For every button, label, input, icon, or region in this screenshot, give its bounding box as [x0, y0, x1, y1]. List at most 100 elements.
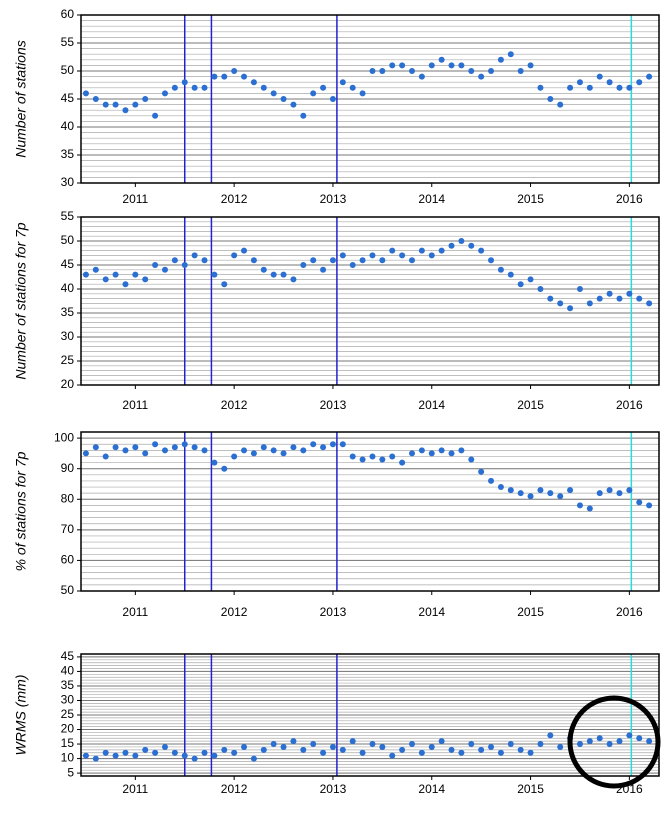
- point: [379, 257, 386, 264]
- point: [567, 487, 574, 494]
- point: [349, 738, 356, 745]
- point: [300, 112, 307, 119]
- x-tick-label: 2013: [320, 605, 347, 619]
- point: [132, 444, 139, 451]
- x-tick-label: 2014: [418, 782, 445, 796]
- point: [339, 441, 346, 448]
- point: [478, 468, 485, 475]
- point: [497, 266, 504, 273]
- point: [616, 738, 623, 745]
- point: [231, 252, 238, 259]
- y-tick-label: 70: [61, 522, 75, 536]
- point: [636, 499, 643, 506]
- point: [171, 749, 178, 756]
- x-tick-label: 2012: [221, 192, 248, 206]
- point: [507, 271, 514, 278]
- point: [616, 295, 623, 302]
- point: [102, 749, 109, 756]
- point: [92, 96, 99, 102]
- plot-frame: [80, 14, 660, 184]
- point: [527, 493, 534, 500]
- point: [241, 73, 248, 80]
- point: [547, 732, 554, 739]
- point: [606, 79, 613, 86]
- point: [112, 444, 119, 451]
- point: [82, 90, 89, 97]
- point: [191, 84, 198, 91]
- point: [586, 738, 593, 745]
- point: [161, 90, 168, 97]
- point: [270, 90, 277, 97]
- point: [280, 271, 287, 278]
- point: [221, 73, 228, 80]
- point: [517, 746, 524, 753]
- point: [636, 295, 643, 302]
- point: [547, 96, 554, 102]
- point: [290, 738, 297, 745]
- point: [468, 242, 475, 249]
- x-tick-label: 2015: [517, 192, 544, 206]
- x-tick-label: 2013: [320, 398, 347, 412]
- point: [211, 752, 218, 759]
- point: [310, 441, 317, 448]
- y-tick-label: 25: [61, 353, 75, 367]
- point: [616, 84, 623, 91]
- point: [152, 112, 159, 119]
- x-tick-label: 2014: [418, 192, 445, 206]
- point: [488, 68, 495, 74]
- point: [201, 257, 208, 264]
- x-tick-label: 2011: [122, 782, 148, 796]
- point: [270, 271, 277, 278]
- point: [626, 487, 633, 494]
- point: [458, 62, 465, 69]
- point: [596, 490, 603, 497]
- point: [586, 300, 593, 307]
- point: [339, 79, 346, 86]
- point: [517, 68, 524, 74]
- point: [122, 447, 129, 454]
- point: [171, 444, 178, 451]
- point: [152, 749, 159, 756]
- point: [152, 441, 159, 448]
- point: [102, 453, 109, 460]
- point: [537, 286, 544, 292]
- point: [468, 741, 475, 748]
- point: [92, 266, 99, 273]
- y-tick-label: 80: [61, 491, 75, 505]
- point: [92, 755, 99, 762]
- point: [270, 741, 277, 748]
- point: [478, 746, 485, 753]
- point: [329, 441, 336, 448]
- point: [537, 84, 544, 91]
- y-tick-label: 40: [61, 119, 75, 133]
- point: [369, 68, 376, 74]
- x-tick-label: 2014: [418, 398, 445, 412]
- point: [596, 295, 603, 302]
- point: [557, 300, 564, 307]
- point: [300, 447, 307, 454]
- y-tick-label: 50: [61, 583, 75, 597]
- point: [82, 271, 89, 278]
- point: [142, 450, 149, 457]
- y-tick-label: 55: [61, 209, 75, 223]
- point: [132, 101, 139, 108]
- y-tick-label: 40: [61, 664, 75, 678]
- point: [458, 749, 465, 756]
- point: [82, 450, 89, 457]
- plot-frame: [80, 216, 660, 386]
- point: [636, 735, 643, 742]
- point: [488, 257, 495, 264]
- point: [280, 743, 287, 750]
- point: [547, 490, 554, 497]
- point: [379, 456, 386, 463]
- y-tick-label: 35: [61, 678, 75, 692]
- point: [211, 459, 218, 466]
- x-tick-label: 2016: [616, 398, 643, 412]
- y-axis-label: WRMS (mm): [13, 675, 29, 756]
- y-tick-label: 40: [61, 281, 75, 295]
- point: [280, 96, 287, 102]
- point: [221, 281, 228, 288]
- y-tick-label: 35: [61, 147, 75, 161]
- point: [231, 453, 238, 460]
- point: [349, 453, 356, 460]
